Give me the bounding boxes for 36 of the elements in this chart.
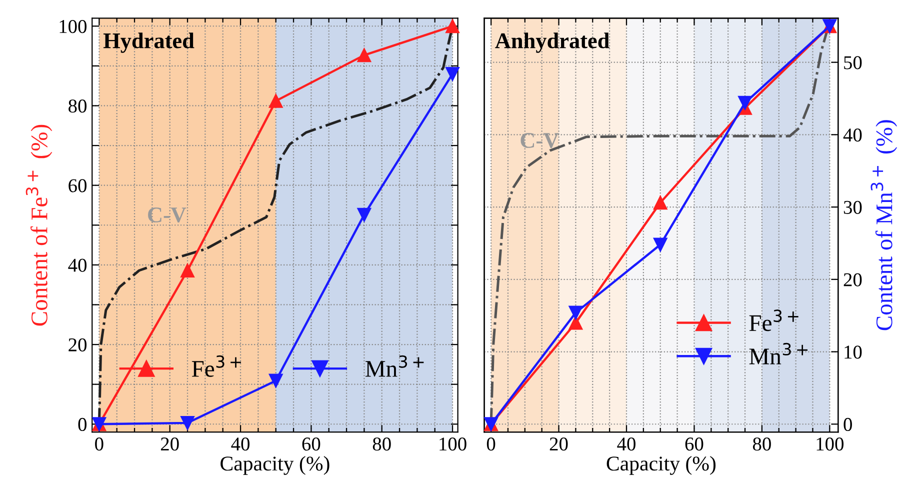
y-tick-label: 40 — [68, 258, 87, 272]
x-tick-label: 80 — [752, 438, 771, 451]
annotation: C-V — [148, 207, 186, 223]
y-tick-label: 20 — [68, 338, 87, 352]
y2-tick-label: 10 — [844, 346, 862, 359]
x-tick-label: 20 — [550, 438, 568, 451]
x-tick-label: 60 — [302, 438, 320, 451]
y2-tick-label: 0 — [844, 418, 852, 432]
x-axis-title: Capacity (%) — [606, 456, 716, 475]
y-axis-title: Content of Fe$^{3+}$ (%) — [26, 124, 52, 326]
x-tick-label: 0 — [486, 438, 496, 451]
legend-label: Mn$^{3+}$ — [365, 355, 424, 377]
x-tick-label: 0 — [95, 438, 104, 451]
y2-tick-label: 50 — [844, 56, 862, 70]
x-tick-label: 60 — [685, 438, 704, 451]
y2-tick-label: 20 — [844, 273, 862, 286]
text: Hydrated — [103, 32, 194, 53]
y2-tick-label: 30 — [844, 200, 862, 214]
x-tick-label: 100 — [440, 438, 466, 451]
x-tick-label: 80 — [372, 438, 391, 451]
legend-label: Fe$^{3+}$ — [192, 355, 241, 377]
y-tick-label: 0 — [78, 418, 87, 432]
x-tick-label: 40 — [231, 438, 250, 451]
y-tick-label: 100 — [60, 20, 87, 34]
y2-axis-title: Content of Mn$^{3+}$ (%) — [870, 120, 898, 330]
x-tick-label: 40 — [617, 438, 636, 451]
y-tick-label: 80 — [68, 100, 87, 113]
y2-tick-label: 40 — [843, 128, 862, 142]
x-tick-label: 20 — [160, 438, 179, 451]
x-tick-label: 100 — [816, 438, 844, 451]
legend-label: Fe$^{3+}$ — [749, 310, 798, 332]
legend-label: Mn$^{3+}$ — [749, 342, 808, 364]
x-axis-title: Capacity (%) — [220, 456, 330, 475]
text: Anhydrated — [495, 32, 610, 53]
annotation: C-V — [520, 132, 559, 148]
y-tick-label: 60 — [68, 179, 87, 192]
